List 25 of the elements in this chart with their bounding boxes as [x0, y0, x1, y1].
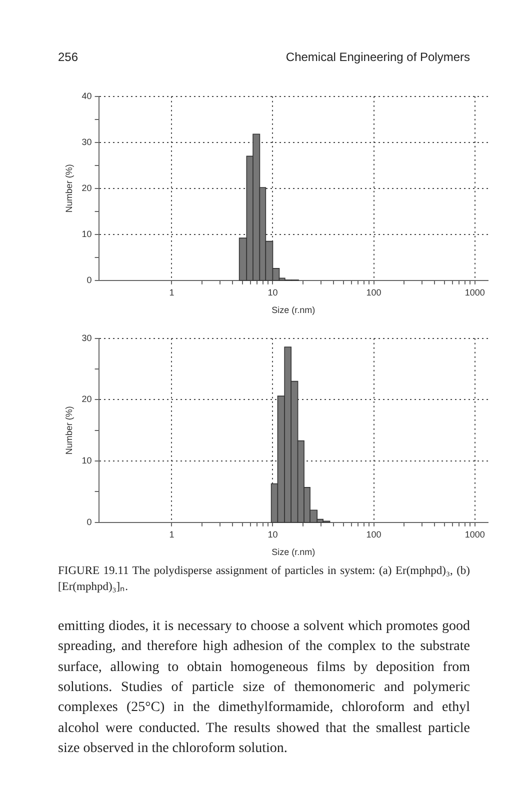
x-tick-label: 100: [366, 529, 382, 540]
x-tick-label: 1000: [464, 529, 485, 540]
y-tick-label: 10: [82, 228, 92, 239]
y-tick-label: 0: [86, 516, 92, 527]
x-tick-label: 1: [169, 287, 174, 298]
x-tick-label: 10: [268, 529, 278, 540]
y-axis-title: Number (%): [64, 164, 74, 213]
x-tick-label: 1000: [464, 287, 485, 298]
y-axis-title: Number (%): [64, 406, 74, 455]
y-tick-label: 30: [82, 136, 92, 147]
y-tick-label: 30: [82, 332, 92, 343]
x-tick-label: 100: [366, 287, 382, 298]
y-tick-label: 0: [86, 274, 92, 285]
text: emitting diodes, it is necessary to choose a solvent which promotes good spreading, and therefore high adhesion of the complex to the substrate surface, allowing to obtain homogeneous films by deposition from solutions. Studies of particle size of themonomeric and polymeric complexes (25°C) in the dimethylformamide, chloroform and ethyl alcohol were conducted. The results showed that the smallest particle size observed in the chloroform solution.: [58, 618, 470, 758]
caption: FIGURE 19.11 The polydisperse assignment of particles in system: (a) Er(mphpd)₃, (b) [Er(mphpd)₃]ₙ.: [58, 564, 470, 595]
x-tick-label: 10: [268, 287, 278, 298]
y-tick-label: 20: [82, 394, 92, 404]
x-axis-title: Size (r.nm): [272, 547, 316, 558]
y-tick-label: 20: [82, 182, 92, 193]
y-tick-label: 10: [82, 456, 92, 466]
y-tick-label: 40: [82, 90, 92, 101]
x-tick-label: 1: [169, 529, 174, 540]
x-axis-title: Size (r.nm): [272, 305, 316, 316]
text: 256: [58, 50, 78, 64]
text: Chemical Engineering of Polymers: [286, 50, 470, 64]
